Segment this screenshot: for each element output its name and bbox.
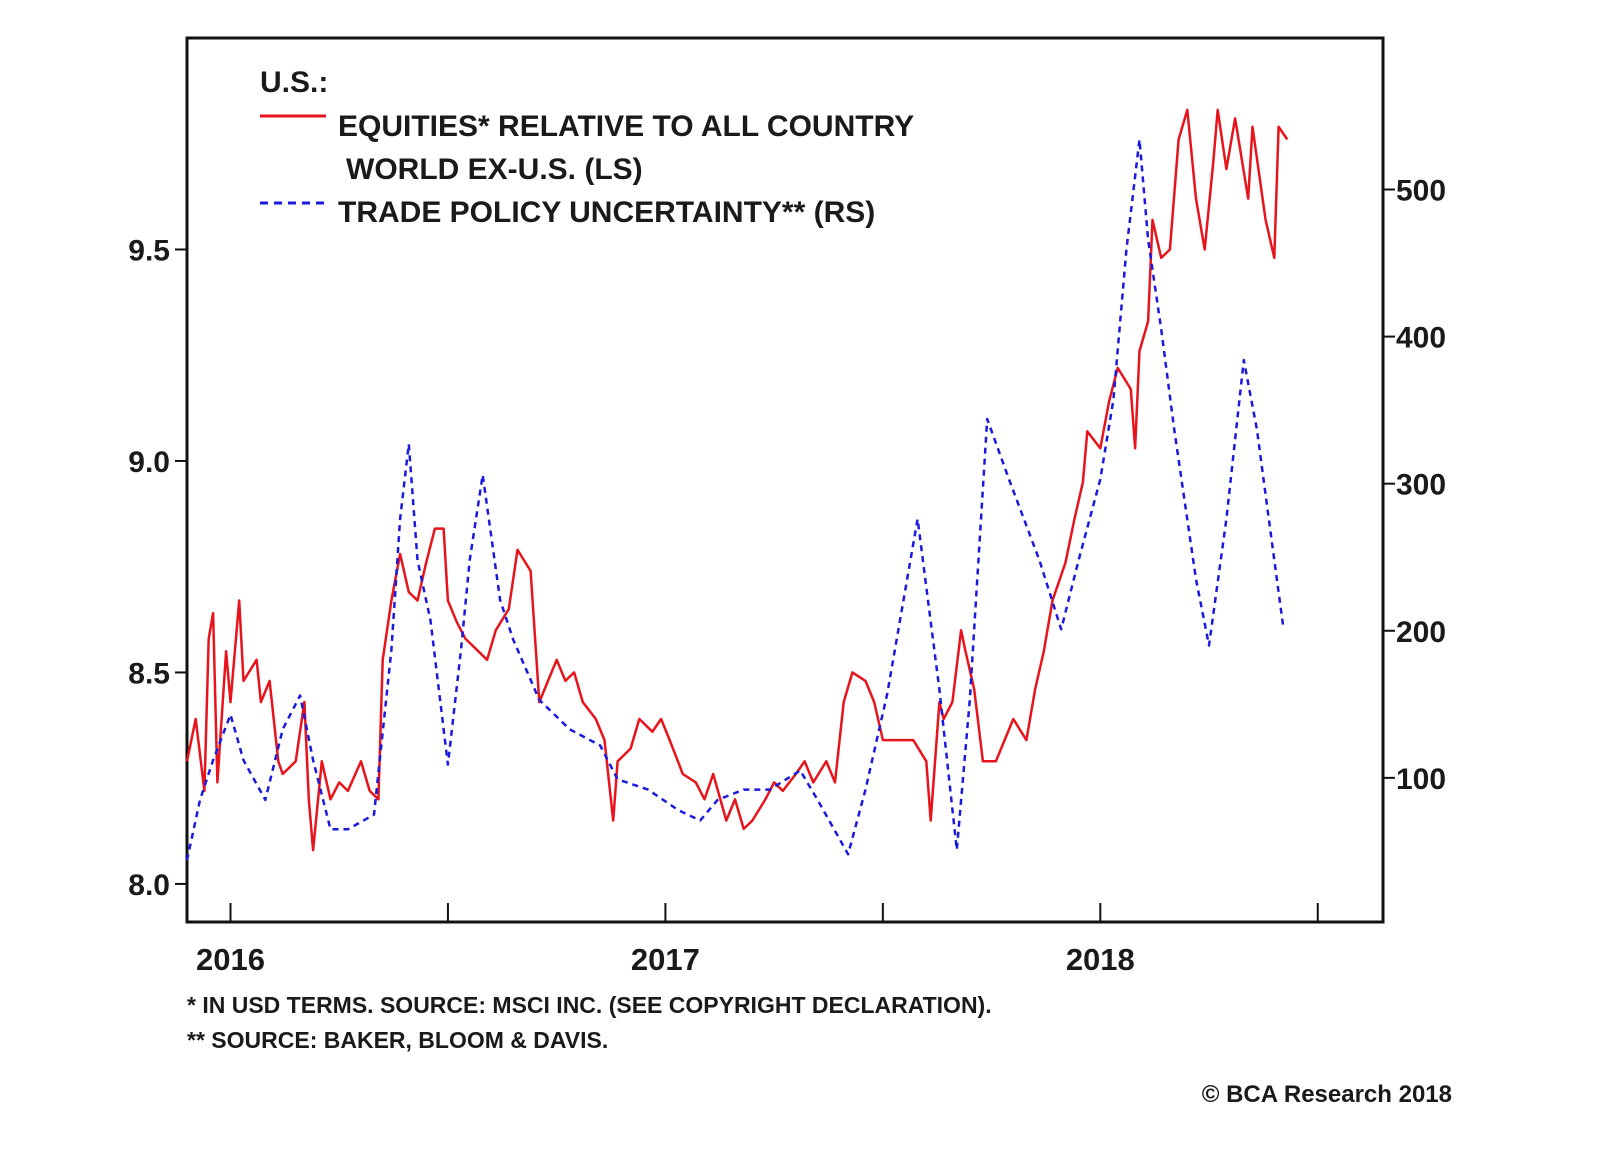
left-axis-tick-label: 8.0 [128, 869, 170, 902]
footnote-1: * IN USD TERMS. SOURCE: MSCI INC. (SEE C… [187, 992, 992, 1018]
right-axis-tick-label: 400 [1396, 322, 1446, 355]
copyright: © BCA Research 2018 [1202, 1081, 1452, 1108]
x-axis-tick-label: 2017 [631, 942, 700, 977]
right-axis-tick-label: 500 [1396, 175, 1446, 208]
legend-label-equities-2: WORLD EX-U.S. (LS) [346, 153, 643, 186]
right-axis-tick-label: 100 [1396, 763, 1446, 796]
legend-label-trade: TRADE POLICY UNCERTAINTY** (RS) [338, 196, 875, 229]
left-axis-tick-label: 9.5 [128, 234, 170, 267]
right-axis-tick-label: 300 [1396, 469, 1446, 502]
plot-frame [185, 36, 1385, 924]
series-line-trade-policy [185, 138, 1285, 861]
series-line-equities [185, 108, 1289, 852]
left-axis-tick-label: 9.0 [128, 446, 170, 479]
left-axis-tick-label: 8.5 [128, 657, 170, 690]
legend: U.S.: EQUITIES* RELATIVE TO ALL COUNTRY … [260, 66, 914, 229]
x-axis-tick-label: 2018 [1066, 942, 1135, 977]
footnote-2: ** SOURCE: BAKER, BLOOM & DAVIS. [187, 1027, 608, 1053]
legend-title: U.S.: [260, 66, 328, 99]
legend-label-equities-1: EQUITIES* RELATIVE TO ALL COUNTRY [338, 110, 914, 143]
x-axis-tick-label: 2016 [196, 942, 265, 977]
right-axis-tick-label: 200 [1396, 616, 1446, 649]
